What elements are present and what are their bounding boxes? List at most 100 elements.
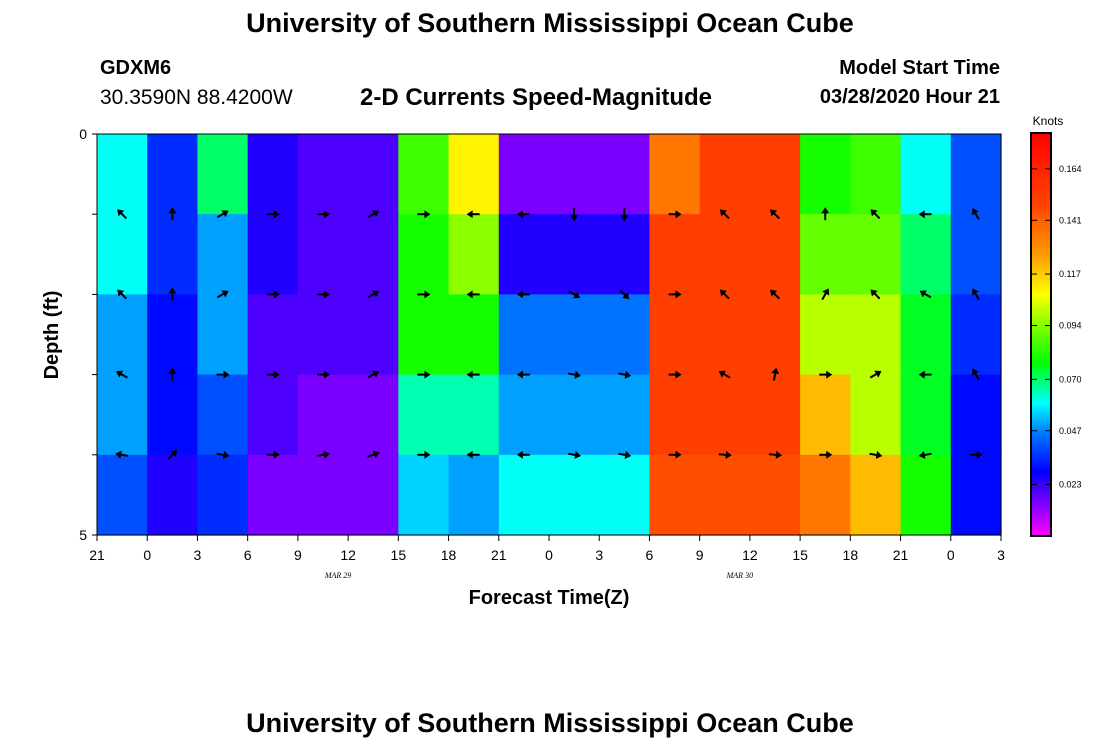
heatmap-cell <box>348 294 399 376</box>
heatmap-cell <box>950 214 1002 295</box>
heatmap-cell <box>900 134 952 215</box>
heatmap-cell <box>247 214 299 295</box>
heatmap-cell <box>398 374 450 456</box>
heatmap-cell <box>348 374 399 456</box>
heatmap-cell <box>197 294 249 376</box>
heatmap-cell <box>197 374 249 456</box>
current-arrow <box>516 210 530 219</box>
heatmap-cell <box>850 214 902 295</box>
current-arrow <box>770 289 780 300</box>
heatmap-cell <box>448 374 500 456</box>
current-arrow <box>870 289 881 300</box>
heatmap-cell <box>850 374 902 456</box>
heatmap-cell <box>900 294 952 376</box>
current-arrow <box>516 290 530 299</box>
heatmap-cell <box>147 454 199 536</box>
heatmap-cell <box>950 294 1002 376</box>
heatmap-cell <box>97 374 148 456</box>
current-arrow <box>821 207 830 221</box>
heatmap-cell <box>699 214 751 295</box>
heatmap-cell <box>348 454 399 536</box>
heatmap-cell <box>850 454 902 536</box>
heatmap-cell <box>599 214 651 295</box>
current-arrow <box>718 450 732 459</box>
heatmap-cell <box>599 454 651 536</box>
colorbar-tick-label: 0.141 <box>1059 215 1082 225</box>
current-arrow <box>367 450 380 459</box>
x-tick-label: 6 <box>646 547 654 563</box>
x-axis: 21 0 3 6 9 12 15 18 21 0 3 6 9 12 15 18 21 0 3 MAR 29 MAR 30 <box>89 535 1005 580</box>
station-id: GDXM6 <box>100 57 172 79</box>
heatmap-cell <box>800 134 851 215</box>
x-tick-label: 3 <box>194 547 202 563</box>
heatmap-cell <box>800 294 851 376</box>
model-start-label: Model Start Time <box>839 57 1000 79</box>
heatmap-cell <box>749 214 801 295</box>
heatmap-cell <box>448 134 500 215</box>
heatmap-cell <box>850 294 902 376</box>
x-tick-label: 3 <box>595 547 603 563</box>
date-label: MAR 29 <box>324 571 351 580</box>
current-arrow <box>316 450 330 459</box>
current-arrow <box>568 451 582 459</box>
x-tick-label: 18 <box>843 547 859 563</box>
heatmap-cell <box>297 374 349 456</box>
heatmap-cell <box>247 294 299 376</box>
heatmap-cell <box>599 294 651 376</box>
y-axis: 05 <box>79 126 97 543</box>
colorbar-unit: Knots <box>1033 114 1064 128</box>
current-arrow <box>918 451 932 459</box>
heatmap-cell <box>749 374 801 456</box>
current-arrow <box>618 451 632 459</box>
current-arrow <box>819 370 833 379</box>
heatmap-cell <box>649 374 701 456</box>
heatmap-cell <box>97 454 148 536</box>
heatmap-cell <box>197 134 249 215</box>
heatmap-cell <box>498 454 550 536</box>
current-arrow <box>821 288 830 301</box>
heatmap-cell <box>649 454 701 536</box>
heatmap-cell <box>749 134 801 215</box>
heatmap-cell <box>549 214 600 295</box>
current-arrow <box>168 367 177 381</box>
heatmap-cell <box>649 134 701 215</box>
page-title: University of Southern Mississippi Ocean… <box>246 8 854 38</box>
current-arrow <box>466 290 480 299</box>
x-tick-label: 18 <box>441 547 457 563</box>
current-arrow <box>516 450 530 459</box>
heatmap-cell <box>649 294 701 376</box>
colorbar-tick-label: 0.094 <box>1059 321 1082 331</box>
current-arrow <box>117 289 128 300</box>
heatmap-cell <box>699 374 751 456</box>
current-arrow <box>516 370 530 379</box>
current-arrow <box>115 450 129 459</box>
current-arrow <box>971 288 980 301</box>
x-tick-label: 12 <box>742 547 758 563</box>
current-arrow <box>367 210 380 219</box>
heatmap-cell <box>549 134 600 215</box>
current-arrow <box>718 370 731 379</box>
current-arrow <box>116 370 128 379</box>
heatmap-cell <box>549 454 600 536</box>
heatmap-cell <box>448 294 500 376</box>
x-tick-label: 0 <box>545 547 553 563</box>
current-arrow <box>417 370 431 379</box>
heatmap-cell <box>247 374 299 456</box>
current-arrow <box>570 208 579 222</box>
current-arrow <box>869 451 883 459</box>
x-tick-label: 15 <box>391 547 407 563</box>
heatmap-cell <box>549 294 600 376</box>
x-tick-label: 12 <box>340 547 356 563</box>
heatmap-cell <box>498 294 550 376</box>
heatmap-cell <box>147 134 199 215</box>
heatmap-cell <box>498 134 550 215</box>
colorbar-ticks: 0.164 0.141 0.117 0.094 0.070 0.047 0.023 <box>1031 164 1082 490</box>
current-arrow <box>168 287 177 301</box>
x-tick-label: 6 <box>244 547 252 563</box>
heatmap-cell <box>498 374 550 456</box>
x-tick-label: 15 <box>792 547 808 563</box>
colorbar-tick-label: 0.117 <box>1059 269 1081 279</box>
current-arrow <box>918 370 932 379</box>
heatmap-cell <box>398 214 450 295</box>
